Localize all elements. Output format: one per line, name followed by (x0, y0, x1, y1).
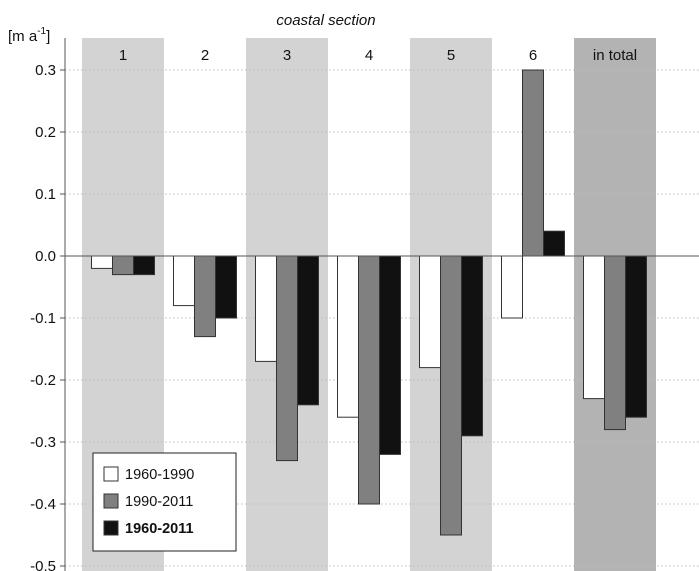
bar-1960-1990-section-5 (419, 255, 441, 369)
bar-1990-2011-section-3 (276, 255, 298, 462)
y-tick-label: 0.0 (35, 248, 56, 265)
category-label-4: 4 (365, 47, 373, 64)
bar-1960-2011-section-4 (379, 255, 401, 455)
y-tick-label: 0.1 (35, 186, 56, 203)
legend-label-1960-2011: 1960-2011 (125, 521, 194, 537)
y-axis: 0.3 0.2 0.1 0.0 -0.1 -0.2 -0.3 -0.4 -0.5 (30, 38, 699, 571)
y-tick-label: -0.5 (30, 558, 56, 571)
bar-1960-1990-section-3 (255, 255, 277, 362)
legend-swatch-1960-1990 (103, 466, 119, 482)
category-label-6: 6 (529, 47, 537, 64)
bar-1960-2011-section-2 (215, 255, 237, 319)
legend-swatch-1960-2011 (103, 520, 119, 536)
bar-1990-2011-section-4 (358, 255, 380, 505)
y-axis-unit-main: [m a (8, 28, 38, 45)
legend-label-1960-1990: 1960-1990 (125, 467, 194, 483)
legend: 1960-1990 1990-2011 1960-2011 (92, 452, 237, 552)
category-labels: 1 2 3 4 5 6 in total (119, 47, 637, 64)
bar-1960-2011-section-5 (461, 255, 483, 437)
category-label-3: 3 (283, 47, 291, 64)
category-label-1: 1 (119, 47, 127, 64)
category-label-in-total: in total (593, 47, 637, 64)
bar-1960-1990-section-1 (91, 255, 113, 269)
bar-1960-2011-section-1 (133, 255, 155, 276)
legend-swatch-1990-2011 (103, 493, 119, 509)
y-axis-unit-sup: -1 (37, 26, 46, 37)
bar-1960-1990-section-4 (337, 255, 359, 418)
y-tick-label: -0.3 (30, 434, 56, 451)
y-axis-unit: [m a-1] (8, 26, 50, 45)
bar-1960-2011-section-6 (543, 230, 565, 257)
category-label-5: 5 (447, 47, 455, 64)
y-tick-label: -0.1 (30, 310, 56, 327)
bar-1960-1990-section-in-total (583, 255, 605, 400)
chart-title: coastal section (276, 12, 375, 29)
bar-1990-2011-section-6 (522, 69, 544, 257)
bar-1960-1990-section-2 (173, 255, 195, 307)
y-tick-label: -0.2 (30, 372, 56, 389)
y-axis-unit-close: ] (46, 28, 50, 45)
bar-1960-1990-section-6 (501, 255, 523, 319)
y-tick-label: 0.3 (35, 62, 56, 79)
y-tick-label: 0.2 (35, 124, 56, 141)
bar-1960-2011-section-3 (297, 255, 319, 406)
legend-label-1990-2011: 1990-2011 (125, 494, 193, 510)
category-label-2: 2 (201, 47, 209, 64)
bar-1990-2011-section-5 (440, 255, 462, 536)
bar-1990-2011-section-2 (194, 255, 216, 338)
y-tick-label: -0.4 (30, 496, 56, 513)
bar-1960-2011-section-in-total (625, 255, 647, 418)
bar-1990-2011-section-1 (112, 255, 134, 276)
bar-1990-2011-section-in-total (604, 255, 626, 431)
